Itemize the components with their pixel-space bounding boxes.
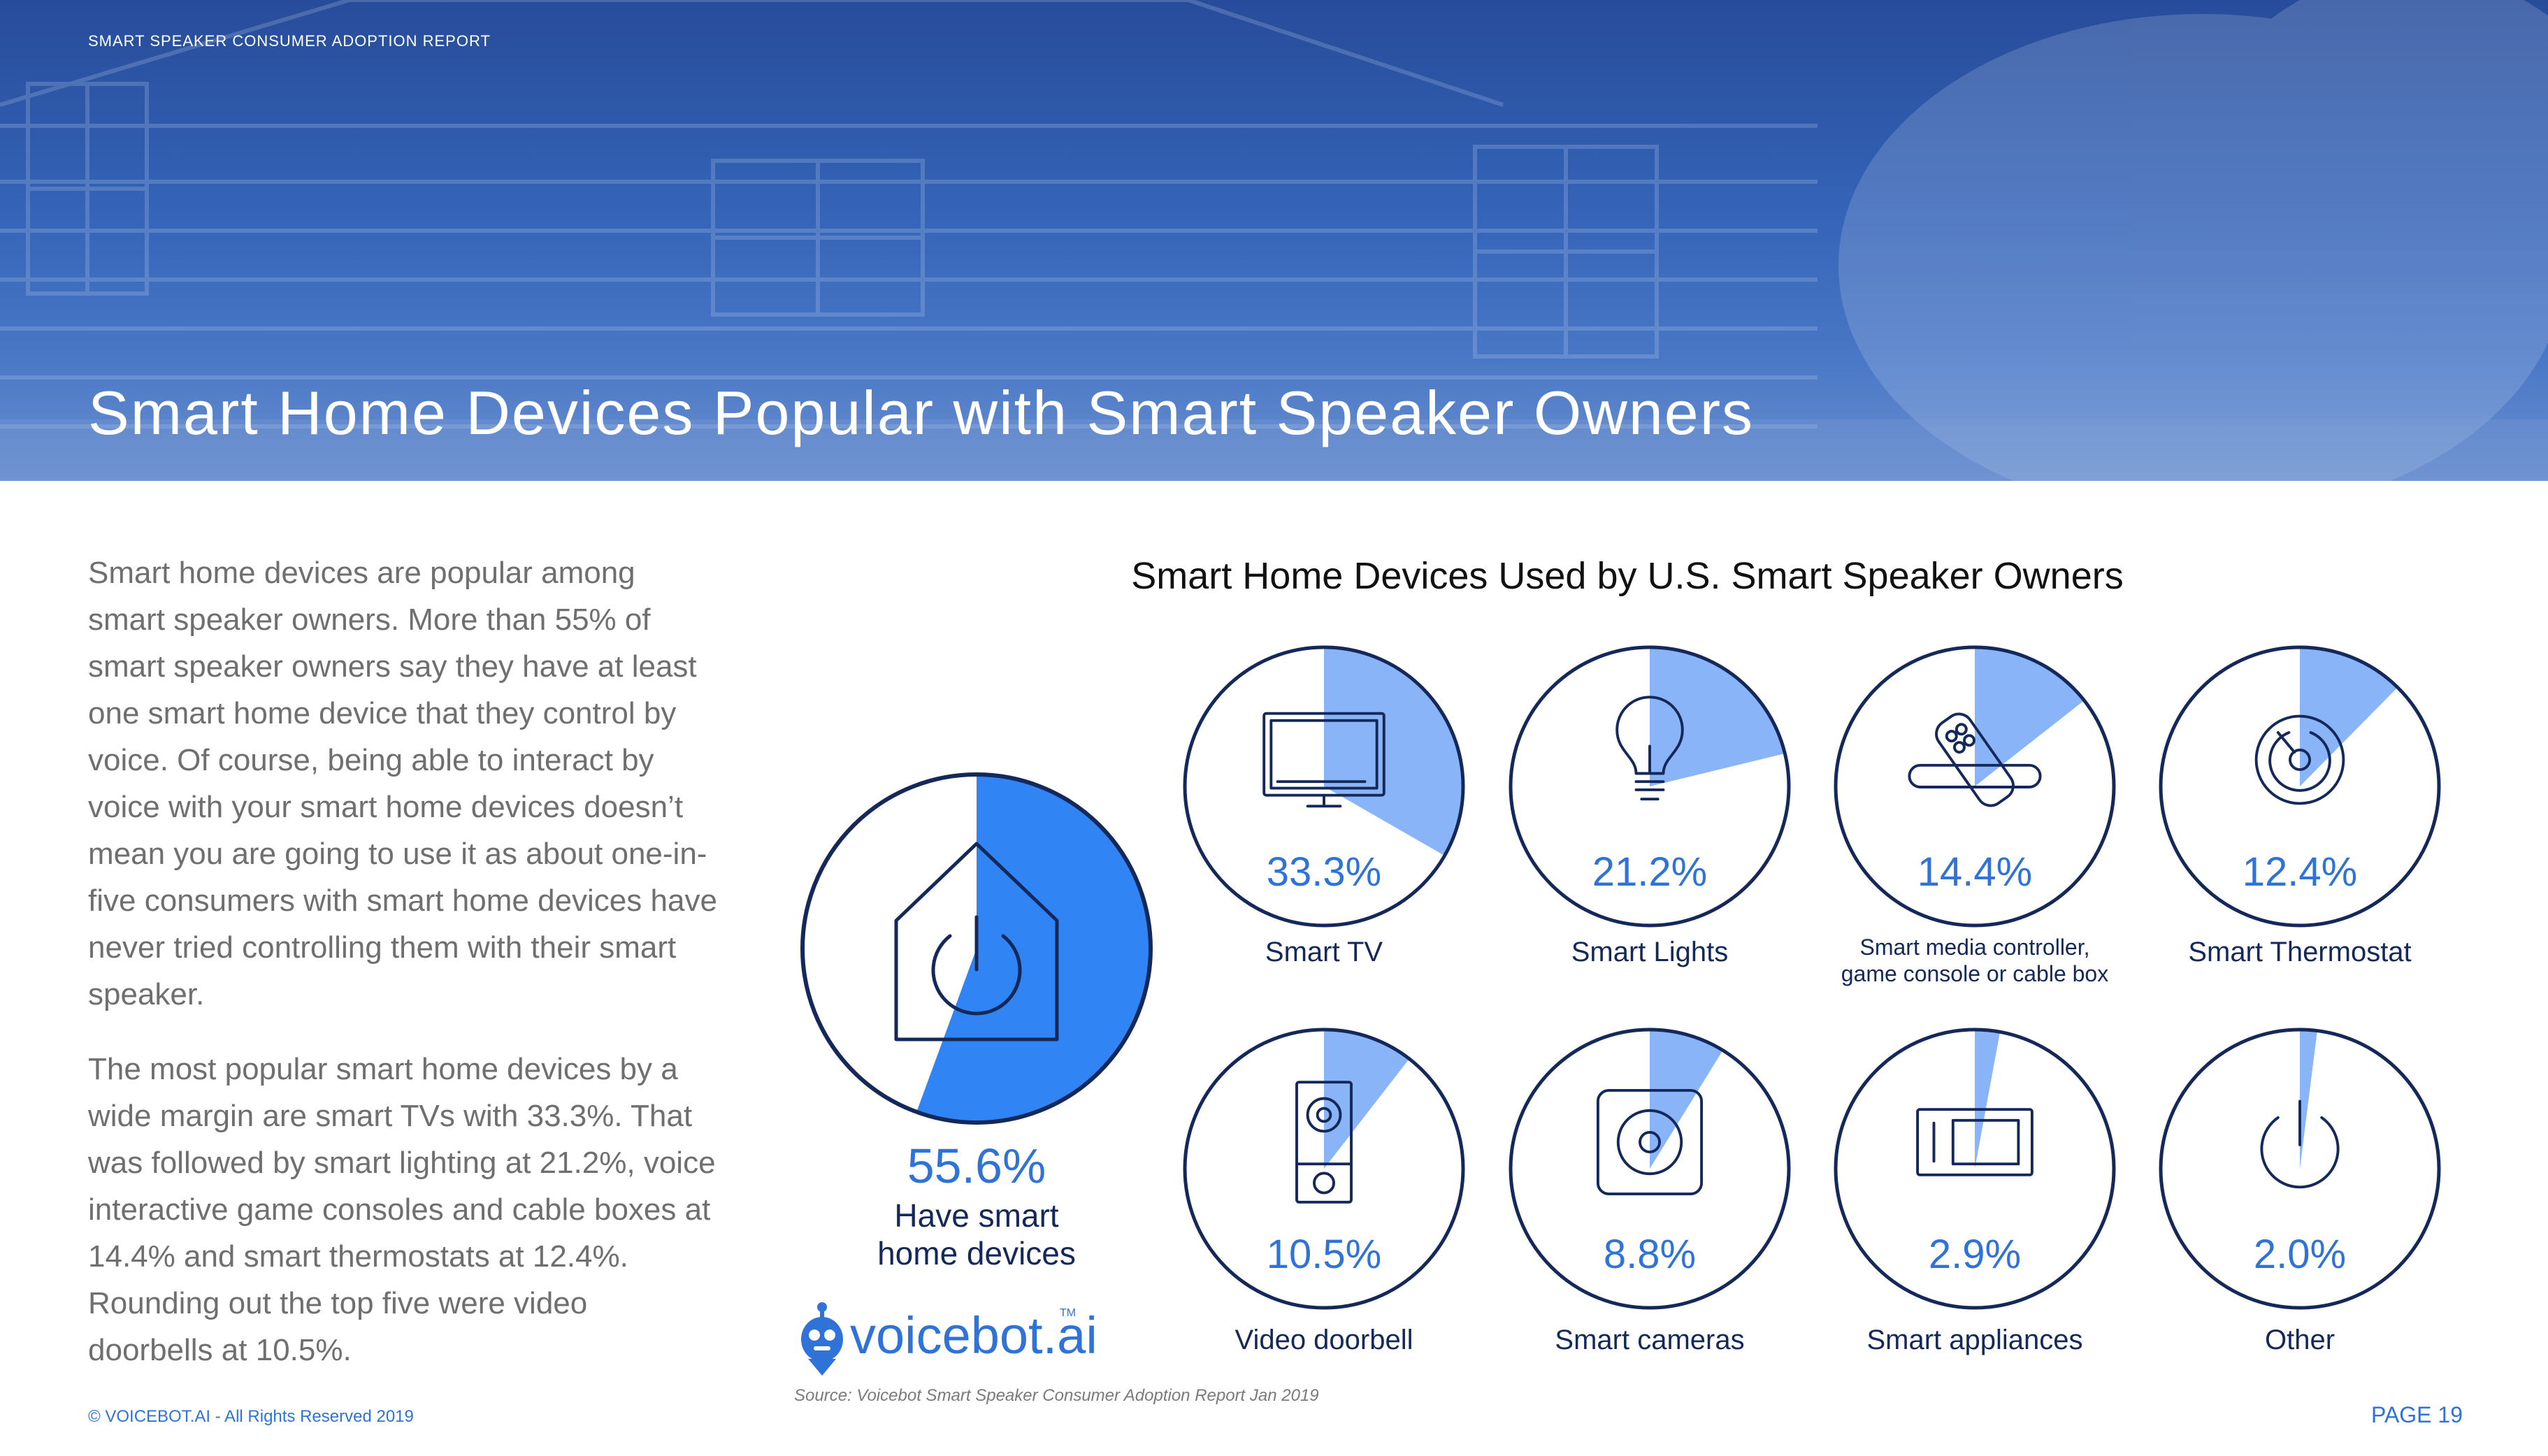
category-pie-lightbulb: 21.2% Smart Lights — [1509, 645, 1791, 967]
value-label: 33.3% — [1267, 849, 1381, 895]
value-label: 2.0% — [2254, 1232, 2346, 1277]
category-pie-power: 2.0% Other — [2159, 1028, 2441, 1355]
category-label: Smart appliances — [1866, 1325, 2082, 1355]
category-label: Other — [2265, 1325, 2335, 1355]
category-pie-thermostat: 12.4% Smart Thermostat — [2159, 645, 2441, 967]
category-label: Smart media controller, — [1859, 935, 2089, 960]
house-background-image — [0, 0, 2548, 481]
pie-slice — [1975, 647, 2085, 786]
category-label: Smart Lights — [1571, 937, 1729, 967]
camera-icon — [1596, 1088, 1704, 1196]
category-pie-tv: 33.3% Smart TV — [1183, 645, 1465, 967]
category-pie-camera: 8.8% Smart cameras — [1509, 1028, 1791, 1355]
category-label: Video doorbell — [1235, 1325, 1413, 1355]
appliance-icon — [1916, 1108, 2034, 1176]
thermostat-icon — [2254, 714, 2345, 805]
pie-slice — [1975, 1030, 2001, 1169]
summary-paragraph: The most popular smart home devices by a… — [88, 1052, 716, 1367]
category-pie-remote: 14.4% Smart media controller,game console… — [1834, 645, 2116, 986]
pie-outline — [1834, 645, 2116, 928]
pie-outline — [1509, 645, 1791, 928]
category-label: Smart TV — [1265, 937, 1383, 967]
pie-outline — [2159, 1028, 2441, 1310]
report-label: SMART SPEAKER CONSUMER ADOPTION REPORT — [88, 32, 491, 50]
pie-slice — [1324, 1030, 1409, 1169]
value-label: 14.4% — [1917, 849, 2032, 895]
summary-category-label: Have smart — [894, 1197, 1058, 1234]
robot-mascot-icon — [801, 1302, 843, 1376]
value-label: 12.4% — [2243, 849, 2357, 895]
pie-slice — [2300, 1030, 2317, 1169]
value-label: 8.8% — [1604, 1232, 1696, 1277]
logo-text: voicebot.ai — [850, 1306, 1097, 1364]
category-label: game console or cable box — [1841, 961, 2108, 986]
copyright-footer: © VOICEBOT.AI - All Rights Reserved 2019 — [88, 1407, 414, 1426]
pie-outline — [2159, 645, 2441, 928]
value-label: 2.9% — [1929, 1232, 2021, 1277]
value-label: 21.2% — [1592, 849, 1707, 895]
pie-outline — [1183, 645, 1465, 928]
summary-pie-slice — [916, 774, 1151, 1123]
intro-paragraph: Smart home devices are popular among sma… — [88, 556, 717, 1011]
page-title: Smart Home Devices Popular with Smart Sp… — [88, 378, 1755, 447]
pie-outline — [1834, 1028, 2116, 1310]
header-banner: SMART SPEAKER CONSUMER ADOPTION REPORT S… — [0, 0, 2548, 481]
summary-value-label: 55.6% — [907, 1139, 1046, 1193]
tv-icon — [1262, 712, 1385, 808]
pie-slice — [1650, 1029, 1723, 1169]
value-label: 10.5% — [1267, 1232, 1381, 1277]
chart-title: Smart Home Devices Used by U.S. Smart Sp… — [1131, 555, 2123, 597]
category-label: Smart cameras — [1555, 1325, 1744, 1355]
voicebot-logo: voicebot.ai TM — [796, 1299, 1097, 1383]
summary-pie-outline — [800, 772, 1153, 1125]
remote-icon — [1908, 712, 2042, 807]
doorbell-icon — [1295, 1081, 1353, 1204]
category-pie-appliance: 2.9% Smart appliances — [1834, 1028, 2116, 1355]
pie-slice — [1650, 647, 1785, 786]
category-label: Smart Thermostat — [2188, 937, 2411, 967]
logo-trademark: TM — [1060, 1307, 1077, 1319]
pie-slice — [2300, 647, 2398, 786]
lightbulb-icon — [1615, 695, 1684, 801]
pie-outline — [1183, 1028, 1465, 1310]
source-note: Source: Voicebot Smart Speaker Consumer … — [794, 1386, 1319, 1405]
category-pie-doorbell: 10.5% Video doorbell — [1183, 1028, 1465, 1355]
pie-outline — [1509, 1028, 1791, 1310]
summary-category-label: home devices — [877, 1235, 1076, 1271]
power-icon — [2260, 1100, 2340, 1189]
house-power-icon — [894, 842, 1059, 1041]
pie-slice — [1324, 647, 1464, 856]
page-number: PAGE 19 — [2370, 1402, 2463, 1427]
